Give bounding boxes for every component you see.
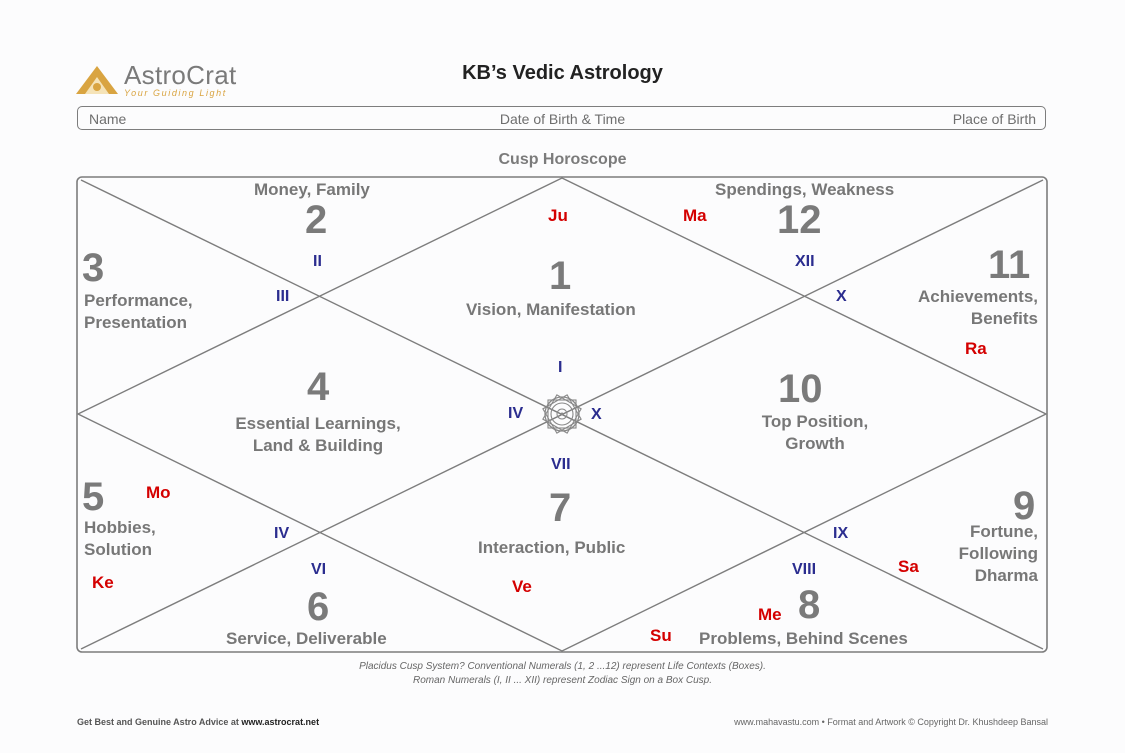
logo-tagline: Your Guiding Light — [124, 88, 227, 98]
house-1-number: 1 — [549, 254, 572, 298]
house-7-number: 7 — [549, 486, 572, 530]
house-11-label-2: Benefits — [970, 309, 1038, 328]
sign-x-upper: X — [836, 288, 847, 305]
sign-ii: II — [313, 253, 322, 270]
house-4-label-1: Essential Learnings, — [235, 414, 401, 433]
astrocrat-logo: AstroCrat Your Guiding Light — [74, 60, 254, 100]
house-9-label-3: Dharma — [974, 566, 1038, 585]
name-label: Name — [89, 111, 127, 127]
planet-rahu: Ra — [965, 339, 987, 358]
house-12-label: Spendings, Weakness — [715, 180, 895, 199]
house-10-label-2: Growth — [785, 434, 845, 453]
house-2-label: Money, Family — [254, 180, 370, 199]
sign-x-center: X — [591, 406, 602, 423]
chart-border — [76, 176, 1048, 653]
house-8-label: Problems, Behind Scenes — [699, 629, 908, 648]
page-title: KB’s Vedic Astrology — [462, 62, 663, 84]
house-9-label-1: Fortune, — [970, 522, 1038, 541]
planet-mercury: Me — [758, 605, 782, 624]
dob-label: Date of Birth & Time — [499, 111, 626, 127]
house-12-number: 12 — [777, 198, 822, 242]
planet-mars: Ma — [683, 206, 707, 225]
sign-iv-lower: IV — [274, 525, 290, 542]
place-label: Place of Birth — [952, 111, 1036, 127]
inner-diamond — [76, 177, 1048, 652]
house-6-label: Service, Deliverable — [226, 629, 387, 648]
house-3-number: 3 — [82, 246, 105, 290]
sign-i: I — [558, 359, 563, 376]
house-10-number: 10 — [778, 367, 823, 411]
sign-xii: XII — [795, 253, 815, 270]
house-4-number: 4 — [307, 365, 330, 409]
sign-vi: VI — [311, 561, 327, 578]
house-3-label-1: Performance, — [84, 291, 193, 310]
house-9-number: 9 — [1013, 484, 1036, 528]
note-line-2: Roman Numerals (I, II ... XII) represent… — [412, 675, 712, 686]
logo-name: AstroCrat — [124, 60, 237, 90]
planet-moon: Mo — [146, 483, 171, 502]
planet-ketu: Ke — [92, 573, 114, 592]
sign-viii: VIII — [792, 561, 817, 578]
planet-jupiter: Ju — [548, 206, 568, 225]
house-5-label-2: Solution — [84, 540, 152, 559]
house-9-label-2: Following — [958, 544, 1038, 563]
house-11-label-1: Achievements, — [918, 287, 1038, 306]
footer-left: Get Best and Genuine Astro Advice at www… — [77, 717, 319, 727]
house-3-label-2: Presentation — [84, 313, 187, 332]
note-line-1: Placidus Cusp System? Conventional Numer… — [359, 661, 766, 672]
house-1-label: Vision, Manifestation — [466, 300, 636, 319]
planet-saturn: Sa — [898, 557, 919, 576]
house-2-number: 2 — [305, 198, 328, 242]
house-8-number: 8 — [798, 583, 821, 627]
house-5-label-1: Hobbies, — [84, 518, 156, 537]
birth-info-bar: Name Date of Birth & Time Place of Birth — [77, 106, 1046, 130]
chart-subtitle: Cusp Horoscope — [498, 151, 627, 168]
house-5-number: 5 — [82, 475, 105, 519]
house-7-label: Interaction, Public — [478, 538, 626, 557]
planet-sun: Su — [650, 626, 672, 645]
house-10-label-1: Top Position, — [761, 412, 869, 431]
sign-iii: III — [276, 288, 290, 305]
footer-site-link[interactable]: www.astrocrat.net — [241, 717, 320, 727]
house-4-label-2: Land & Building — [252, 436, 384, 455]
center-mandala-icon — [542, 394, 582, 434]
planet-venus: Ve — [512, 577, 532, 596]
footer-right: www.mahavastu.com • Format and Artwork ©… — [734, 717, 1048, 727]
house-11-number: 11 — [988, 243, 1031, 287]
house-6-number: 6 — [307, 585, 330, 629]
sign-iv-center: IV — [508, 405, 524, 422]
sign-vii: VII — [551, 456, 571, 473]
sign-ix: IX — [833, 525, 849, 542]
footer-left-prefix: Get Best and Genuine Astro Advice at — [77, 717, 242, 727]
logo-triangle-icon — [76, 66, 118, 94]
